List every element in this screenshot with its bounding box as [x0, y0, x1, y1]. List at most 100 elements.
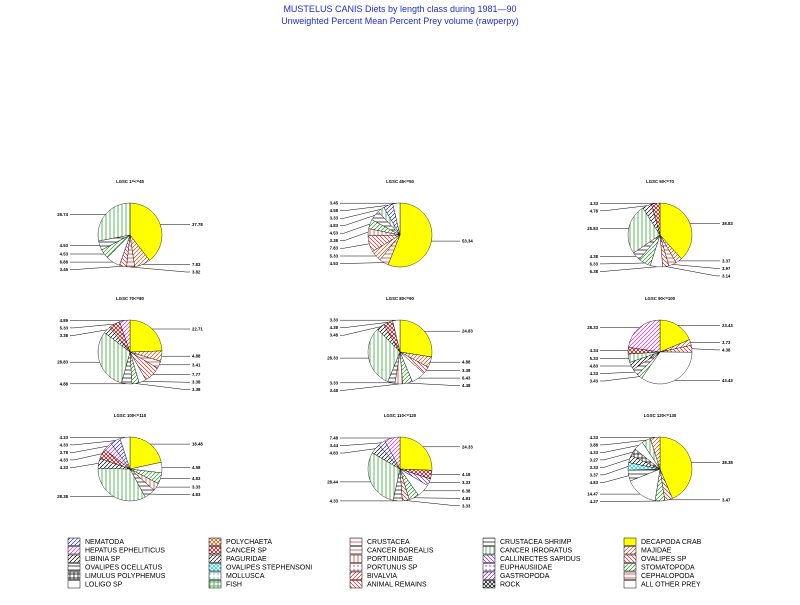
legend-label: POLYCHAETA [226, 539, 272, 546]
legend-label: OVALIPES SP [641, 556, 687, 563]
legend-label: CANCER BOREALIS [367, 548, 434, 555]
pie-leader-line [340, 383, 399, 391]
pie-slice-label: 3.45 [60, 267, 69, 272]
pie-panel: LGSC 70<=80 22.71 4.88 3.41 7.77 3.38 3.38 4.89… [57, 296, 203, 392]
legend-item: ROCK [482, 580, 521, 589]
pie-slice-label: 4.33 [330, 498, 339, 503]
legend-swatch [208, 563, 222, 572]
legend-label: HEPATUS EPHELITICUS [85, 548, 165, 555]
pie-slice-label: 4.83 [192, 492, 201, 497]
pie-panel: LGSC 110<=120 24.33 4.18 3.33 6.38 4.83 3.33 7.… [327, 413, 473, 508]
legend-swatch [623, 571, 637, 580]
pie-slice-label: 3.14 [722, 273, 731, 278]
pie-panel-title: LGSC 100<=110 [114, 413, 147, 418]
legend-swatch [67, 546, 81, 555]
pie-slice-label: 3.33 [330, 216, 339, 221]
legend-label: CALLINECTES SAPIDUS [500, 556, 581, 563]
legend-label: ALL OTHER PREY [641, 582, 701, 589]
pie-slice-label: 28.33 [587, 325, 598, 330]
pie-slice [627, 207, 661, 254]
pie-slice-label: 53.34 [462, 239, 473, 244]
pie-leader-line [142, 381, 190, 383]
pie-panel-title: LGSC 120<=130 [644, 413, 677, 418]
legend-swatch [208, 580, 222, 589]
legend-item: PORTUNUS SP [349, 563, 418, 572]
pie-slice-label: 5.33 [330, 254, 339, 259]
pie-panel: LGSC 50<=70 38.83 3.37 3.97 3.14 4.33 4.78 25.8… [587, 179, 733, 278]
legend-item: CALLINECTES SAPIDUS [482, 554, 581, 563]
pie-slice-label: 28.33 [327, 356, 338, 361]
pie-leader-line [340, 223, 371, 234]
pie-slice-label: 3.78 [60, 450, 69, 455]
pie-slice-label: 26.74 [57, 212, 68, 217]
pie-leader-line [600, 458, 630, 468]
legend-item: CEPHALOPODA [623, 571, 695, 580]
legend-swatch [623, 580, 637, 589]
pie-slice-label: 4.33 [60, 442, 69, 447]
pie-panel: LGSC 100<=110 18.48 4.58 4.83 3.33 4.83 4.33 4.… [57, 413, 203, 502]
legend-label: GASTROPODA [500, 573, 550, 580]
legend-item: POLYCHAETA [208, 537, 272, 546]
pie-slice-label: 5.33 [590, 356, 599, 361]
pie-slice [367, 452, 401, 501]
pie-slice-label: 3.47 [722, 497, 731, 502]
pie-panel: LGSC 1=<=45 37.78 7.83 3.82 26.74 4.53 4.53 6.8… [57, 179, 203, 275]
pie-leader-line [600, 445, 639, 453]
legend-swatch [623, 546, 637, 555]
pie-slice-label: 5.33 [60, 325, 69, 330]
pie-slice-label: 24.33 [462, 444, 473, 449]
pie-leader-line [665, 266, 720, 277]
legend-swatch [208, 537, 222, 546]
pie-slice [119, 436, 131, 470]
legend-item: DECAPODA CRAB [623, 537, 702, 546]
pie-leader-line [149, 493, 190, 495]
pie-slice [659, 202, 693, 260]
pie-leader-line [340, 442, 382, 446]
pie-panel-title: LGSC 90<=100 [645, 296, 676, 301]
legend-label: MAJIDAE [641, 548, 672, 555]
pie-leader-line [600, 466, 629, 476]
legend-swatch [482, 571, 496, 580]
legend-swatch [482, 580, 496, 589]
legend-label: NEMATODA [85, 539, 124, 546]
legend-item: HEPATUS EPHELITICUS [67, 546, 165, 555]
pie-slice-label: 4.33 [590, 371, 599, 376]
legend-item: CRUSTACEA SHRIMP [482, 537, 572, 546]
legend-item: CRUSTACEA [349, 537, 410, 546]
pie-slice-label: 4.88 [60, 381, 69, 386]
pie-slice-label: 4.83 [462, 496, 471, 501]
pie-slice-label: 43.43 [722, 378, 733, 383]
pie-slice [399, 319, 433, 358]
pie-leader-line [600, 475, 629, 483]
pie-leader-line [600, 262, 645, 265]
legend-swatch [623, 563, 637, 572]
pie-panel-title: LGSC 45<=50 [386, 179, 414, 184]
legend-item: CANCER IRRORATUS [482, 546, 573, 555]
pie-slice-label: 18.48 [192, 442, 203, 447]
pie-slice-label: 3.48 [330, 333, 339, 338]
legend-swatch [623, 537, 637, 546]
pie-slice-label: 4.33 [60, 435, 69, 440]
legend-swatch [67, 563, 81, 572]
pie-leader-line [600, 266, 657, 272]
pie-slice-label: 3.43 [590, 379, 599, 384]
legend-item: NEMATODA [67, 537, 124, 546]
legend-item: OVALIPES OCELLATUS [67, 563, 162, 572]
pie-slice [628, 319, 661, 353]
pie-slice-label: 28.38 [57, 494, 68, 499]
legend-label: ROCK [500, 582, 521, 589]
pie-leader-line [340, 209, 381, 219]
pie-slice-label: 6.43 [462, 376, 471, 381]
pie-leader-line [130, 266, 190, 273]
pie-slice-label: 3.38 [462, 368, 471, 373]
pie-slice-label: 3.33 [590, 465, 599, 470]
legend-item: LOLIGO SP [67, 580, 123, 589]
pie-slice [641, 351, 693, 385]
pie-slice-label: 37.78 [192, 222, 203, 227]
pie-slice-label: 3.82 [192, 270, 201, 275]
pie-slice-label: 4.83 [590, 364, 599, 369]
legend-label: MOLLUSCA [226, 573, 265, 580]
pie-slice-label: 3.37 [590, 472, 599, 477]
pie-leader-line [405, 500, 460, 507]
